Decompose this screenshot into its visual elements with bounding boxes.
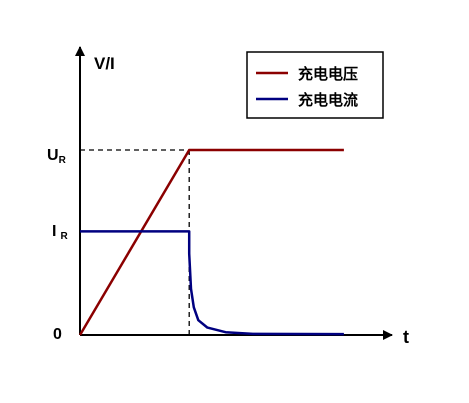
y-tick-ir-main: I: [52, 223, 56, 240]
legend-label-current: 充电电流: [298, 91, 358, 109]
origin-label: 0: [53, 326, 62, 343]
y-tick-ir-sub: R: [60, 231, 68, 242]
legend: 充电电压 充电电流: [246, 51, 384, 119]
y-tick-label-ur: UR: [47, 147, 67, 166]
legend-label-voltage: 充电电压: [298, 65, 358, 83]
y-axis-label: V/I: [94, 54, 115, 73]
x-axis-label: t: [403, 327, 409, 347]
y-tick-ur-main: U: [47, 147, 59, 164]
legend-box: [246, 51, 384, 119]
series-line-voltage: [78, 148, 344, 336]
y-tick-ur-sub: R: [59, 155, 67, 166]
series-line-current: [80, 230, 344, 336]
